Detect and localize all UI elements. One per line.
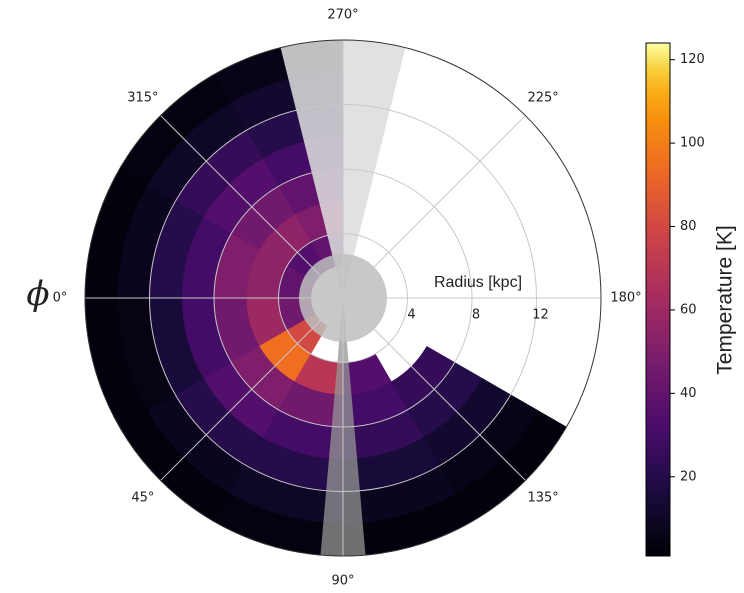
colorbar-tick-label: 60 bbox=[680, 302, 697, 317]
theta-tick-label: 45° bbox=[131, 491, 154, 506]
theta-tick-label: 270° bbox=[327, 8, 358, 23]
grid-spoke bbox=[160, 297, 344, 481]
colorbar-tick-label: 40 bbox=[680, 386, 697, 401]
grid-spoke bbox=[160, 115, 344, 299]
theta-tick-label: 135° bbox=[527, 491, 558, 506]
r-tick-label: 8 bbox=[472, 308, 480, 323]
grid bbox=[84, 39, 602, 557]
theta-tick-label: 0° bbox=[53, 291, 68, 306]
r-axis-label: Radius [kpc] bbox=[434, 274, 522, 291]
r-tick-label: 4 bbox=[407, 308, 415, 323]
r-tick-label: 12 bbox=[532, 308, 549, 323]
colorbar-tick-label: 80 bbox=[680, 219, 697, 234]
grid-spoke bbox=[342, 115, 526, 299]
theta-tick-label: 180° bbox=[610, 291, 641, 306]
colorbar-label: Temperature [K] bbox=[714, 225, 737, 374]
theta-tick-label: 225° bbox=[527, 90, 558, 105]
mask-wedge bbox=[343, 40, 406, 298]
grid-spoke bbox=[342, 297, 526, 481]
theta-tick-label: 90° bbox=[331, 574, 354, 589]
theta-axis-label: ϕ bbox=[26, 274, 49, 314]
colorbar-tick-label: 20 bbox=[680, 469, 697, 484]
colorbar bbox=[645, 42, 671, 557]
colorbar-tick-label: 120 bbox=[680, 52, 705, 67]
mask-wedge bbox=[280, 40, 343, 298]
plot-border bbox=[84, 39, 602, 557]
theta-tick-label: 315° bbox=[127, 90, 158, 105]
colorbar-tick-label: 100 bbox=[680, 136, 705, 151]
